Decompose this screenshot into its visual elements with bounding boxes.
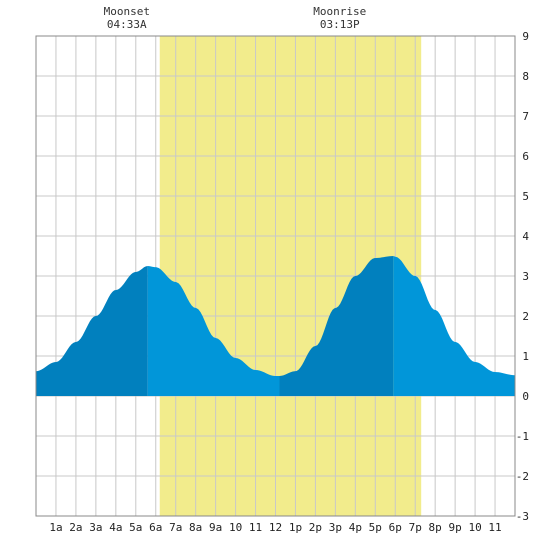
plot-frame [35,35,516,517]
y-tick-label: 7 [522,110,529,123]
x-tick-labels: 1a 2a 3a 4a 5a 6a 7a 8a 9a 10 11 12 1p 2p 3p 4p 5p 6p 7p 8p… [49,521,501,534]
x-tick-label: 7a [169,521,182,534]
y-tick-label: -3 [516,510,529,523]
y-tick-label: 6 [522,150,529,163]
x-tick-label: 2p [309,521,322,534]
tide-area-falling [147,266,280,396]
moon-event-time: 03:13P [320,18,360,31]
y-tick-label: -1 [516,430,529,443]
x-tick-label: 12 [269,521,282,534]
tide-area-rising [36,266,148,396]
x-tick-label: 5p [369,521,382,534]
x-tick-label: 1p [289,521,302,534]
y-tick-label: 1 [522,350,529,363]
x-tick-label: 6p [389,521,402,534]
x-tick-label: 11 [488,521,501,534]
y-tick-label: -2 [516,470,529,483]
x-tick-label: 3a [89,521,102,534]
y-tick-label: 3 [522,270,529,283]
moon-event-time: 04:33A [107,18,147,31]
x-tick-label: 5a [129,521,142,534]
x-tick-label: 3p [329,521,342,534]
x-tick-label: 2a [69,521,82,534]
x-tick-label: 4a [109,521,122,534]
y-tick-label: 9 [522,30,529,43]
y-tick-label: 4 [522,230,529,243]
moon-event-label: Moonset [104,5,150,18]
y-tick-label: 0 [522,390,529,403]
y-tick-label: 2 [522,310,529,323]
x-tick-label: 1a [49,521,62,534]
x-tick-label: 8a [189,521,202,534]
x-tick-label: 10 [468,521,481,534]
x-tick-label: 4p [349,521,362,534]
x-tick-label: 6a [149,521,162,534]
x-tick-label: 9p [449,521,462,534]
y-tick-label: 5 [522,190,529,203]
x-tick-label: 9a [209,521,222,534]
x-tick-label: 8p [429,521,442,534]
y-tick-label: 8 [522,70,529,83]
x-tick-label: 10 [229,521,242,534]
tide-layer [36,256,515,396]
x-tick-label: 11 [249,521,262,534]
y-tick-labels: 9 8 7 6 5 4 3 2 1 0 -1 -2 -3 [516,30,530,523]
tide-area-rising [279,256,394,396]
tide-area-falling [393,256,515,396]
x-tick-label: 7p [409,521,422,534]
moon-event-label: Moonrise [313,5,366,18]
